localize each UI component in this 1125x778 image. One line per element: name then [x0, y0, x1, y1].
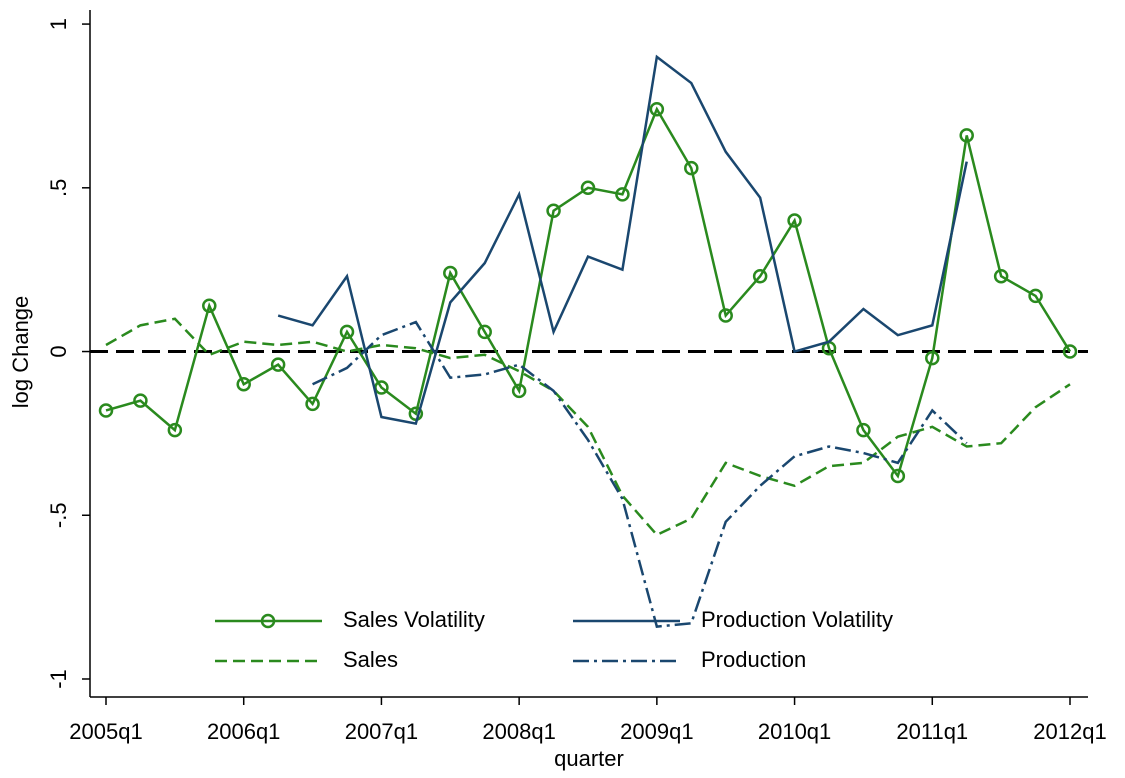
- data-point: [167, 422, 183, 438]
- y-axis-title: log Change: [8, 296, 33, 409]
- x-tick-label: 2012q1: [1033, 719, 1106, 744]
- data-point: [890, 468, 906, 484]
- x-tick-label: 2009q1: [620, 719, 693, 744]
- data-point: [959, 128, 974, 143]
- x-tick-label: 2005q1: [69, 719, 142, 744]
- y-tick-label: 0: [46, 345, 71, 357]
- series-line: [105, 317, 1071, 537]
- y-tick-label: 1: [46, 18, 71, 30]
- y-tick-label: .5: [46, 179, 71, 197]
- data-point: [443, 265, 458, 281]
- data-point: [615, 187, 630, 202]
- data-point: [684, 160, 699, 176]
- data-point: [752, 268, 768, 284]
- data-point: [993, 268, 1009, 284]
- x-tick-label: 2011q1: [896, 719, 968, 744]
- data-point: [649, 101, 665, 117]
- series-line: [105, 106, 1072, 479]
- x-tick-label: 2008q1: [482, 719, 555, 744]
- data-point: [580, 180, 596, 196]
- x-tick-label: 2007q1: [345, 719, 418, 744]
- y-tick-label: -.5: [46, 502, 71, 528]
- data-point: [236, 377, 251, 392]
- data-point: [133, 393, 148, 408]
- data-point: [787, 213, 802, 228]
- legend-label: Sales Volatility: [343, 607, 485, 632]
- x-axis-title: quarter: [554, 746, 624, 771]
- data-point: [1028, 288, 1043, 304]
- data-point: [477, 324, 492, 340]
- data-point: [270, 357, 286, 372]
- data-point: [856, 422, 871, 438]
- legend-label: Production Volatility: [701, 607, 893, 632]
- legend-marker: [260, 613, 276, 629]
- data-point: [546, 203, 561, 218]
- x-tick-label: 2006q1: [207, 719, 280, 744]
- legend-label: Sales: [343, 647, 398, 672]
- x-tick-label: 2010q1: [758, 719, 831, 744]
- data-point: [718, 308, 733, 323]
- series-line: [277, 54, 968, 426]
- legend-label: Production: [701, 647, 806, 672]
- data-point: [305, 396, 320, 412]
- series-line: [312, 320, 968, 628]
- data-point: [511, 383, 527, 399]
- data-point: [1062, 344, 1078, 359]
- y-tick-label: -1: [46, 669, 71, 689]
- data-point: [339, 324, 355, 340]
- data-point: [202, 298, 217, 313]
- data-point: [98, 403, 114, 418]
- data-point: [925, 350, 940, 366]
